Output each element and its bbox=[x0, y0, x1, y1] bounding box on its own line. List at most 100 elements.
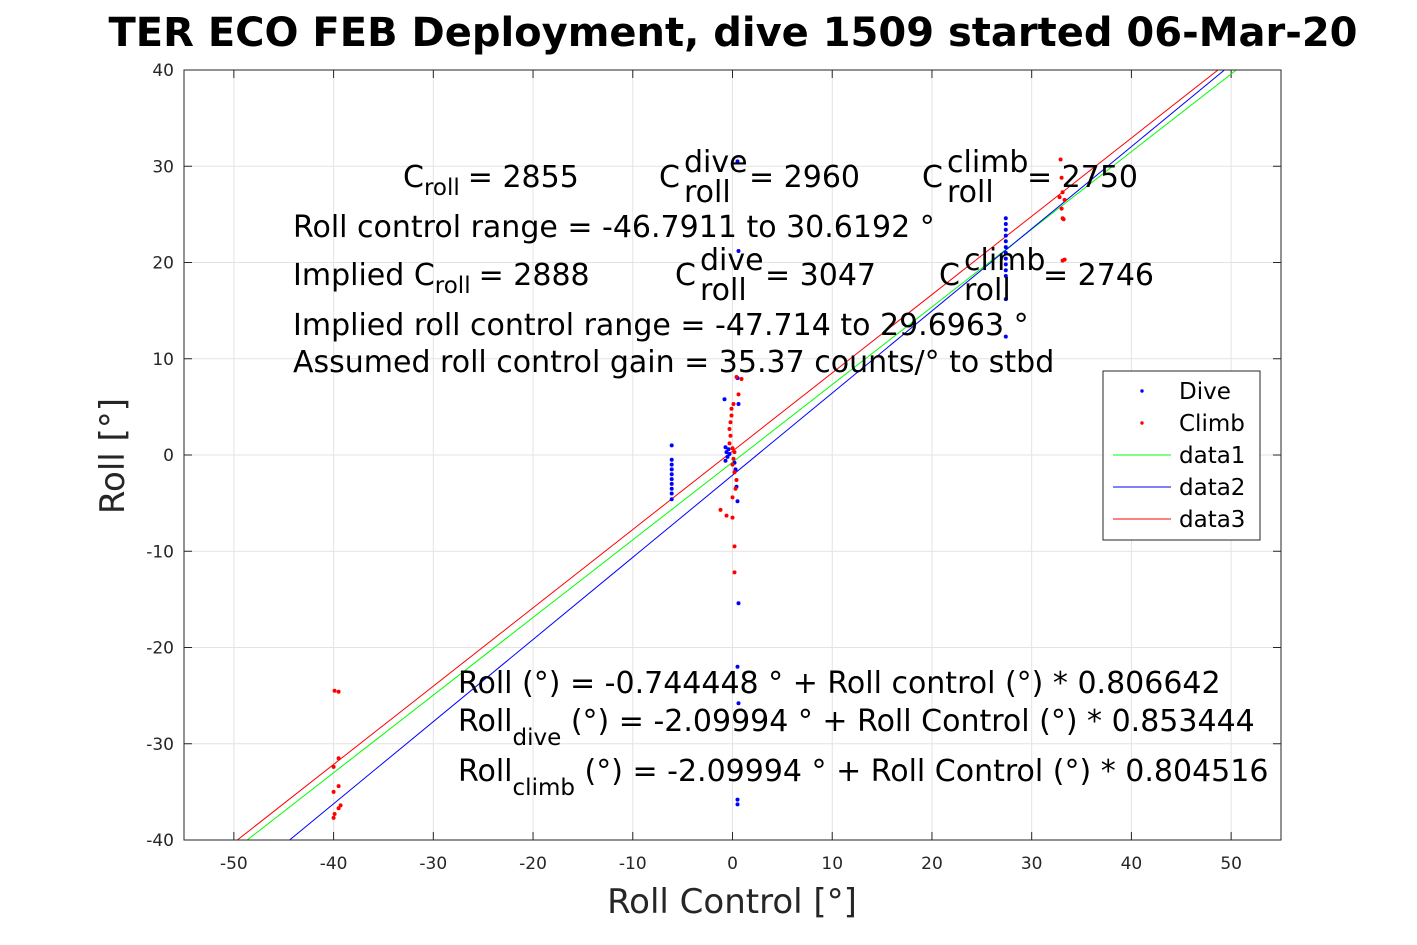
point-climb bbox=[732, 544, 737, 549]
fit-equation-climb-rest: (°) = -2.09994 ° + Roll Control (°) * 0.… bbox=[575, 754, 1268, 789]
point-climb bbox=[1060, 190, 1065, 195]
x-tick-label: -40 bbox=[320, 854, 348, 874]
implied-label: Implied C bbox=[293, 258, 435, 293]
fit-equation-dive: Rolldive (°) = -2.09994 ° + Roll Control… bbox=[458, 704, 1255, 751]
axes-frame bbox=[183, 69, 1282, 841]
point-dive bbox=[736, 601, 741, 606]
roll-subscript: roll bbox=[435, 273, 471, 299]
point-dive bbox=[736, 249, 741, 253]
y-tick-label: 10 bbox=[152, 350, 174, 370]
point-dive bbox=[669, 491, 674, 496]
x-tick-label: 40 bbox=[1121, 854, 1143, 874]
c-letter: C bbox=[922, 160, 943, 195]
fit-equation-dive-rest: (°) = -2.09994 ° + Roll Control (°) * 0.… bbox=[561, 704, 1254, 739]
legend: Dive Climb data1 data2 data3 bbox=[1102, 370, 1261, 541]
point-dive bbox=[669, 497, 674, 502]
roll-subscript: roll bbox=[684, 175, 731, 210]
fit-line-data3 bbox=[236, 70, 1219, 840]
point-climb bbox=[331, 789, 336, 794]
legend-marker-dive bbox=[1140, 389, 1144, 393]
point-dive bbox=[1003, 216, 1008, 221]
point-dive bbox=[725, 454, 730, 459]
point-climb bbox=[731, 402, 736, 406]
legend-marker-climb bbox=[1140, 421, 1144, 425]
x-tick-label: 30 bbox=[1021, 854, 1043, 874]
implied-c-dive-annotation: C bbox=[675, 258, 696, 293]
roll-subscript: roll bbox=[424, 175, 460, 201]
point-dive bbox=[727, 452, 732, 456]
point-dive bbox=[735, 802, 740, 807]
roll-subscript: roll bbox=[700, 273, 747, 308]
fit-lines bbox=[236, 70, 1238, 840]
point-climb bbox=[718, 507, 723, 512]
climb-superscript: climb bbox=[964, 243, 1045, 278]
point-dive bbox=[1003, 222, 1008, 226]
c-roll-climb-value: = 2750 bbox=[1027, 160, 1138, 195]
point-dive bbox=[669, 472, 674, 477]
point-climb bbox=[336, 784, 341, 789]
point-climb bbox=[336, 756, 341, 761]
c-roll-value: = 2855 bbox=[468, 160, 579, 195]
point-dive bbox=[736, 402, 741, 406]
point-climb bbox=[331, 764, 336, 769]
c-roll-dive-value: = 2960 bbox=[749, 160, 860, 195]
data-points bbox=[331, 157, 1067, 820]
point-dive bbox=[1003, 239, 1008, 244]
point-climb bbox=[724, 513, 729, 518]
point-climb bbox=[1058, 157, 1063, 162]
point-dive bbox=[669, 477, 674, 482]
y-tick-label: -40 bbox=[146, 831, 174, 851]
point-dive bbox=[1003, 250, 1008, 255]
implied-c-climb-value: = 2746 bbox=[1043, 258, 1154, 293]
fit-line-data2 bbox=[288, 70, 1226, 840]
point-dive bbox=[1003, 334, 1008, 339]
point-climb bbox=[732, 470, 737, 475]
fit-equations-bottom: Roll (°) = -0.744448 ° + Roll control (°… bbox=[458, 666, 1268, 801]
point-climb bbox=[1059, 206, 1064, 211]
point-climb bbox=[730, 462, 735, 467]
y-tick-label: -10 bbox=[146, 542, 174, 562]
point-climb bbox=[730, 446, 735, 451]
c-letter: C bbox=[659, 160, 680, 195]
point-dive bbox=[669, 443, 674, 448]
x-tick-label: -20 bbox=[519, 854, 547, 874]
implied-c-roll-value: = 2888 bbox=[479, 258, 590, 293]
implied-roll-control-range: Implied roll control range = -47.714 to … bbox=[293, 308, 1029, 343]
point-climb bbox=[332, 688, 337, 693]
fit-equation-all: Roll (°) = -0.744448 ° + Roll control (°… bbox=[458, 666, 1221, 701]
roll-word: Roll bbox=[458, 754, 513, 789]
c-letter: C bbox=[939, 258, 960, 293]
point-climb bbox=[336, 689, 341, 694]
point-dive bbox=[723, 458, 728, 463]
x-tick-label: 0 bbox=[727, 854, 738, 874]
c-roll-climb-annotation: C bbox=[922, 160, 943, 195]
point-climb bbox=[727, 441, 732, 446]
dive-superscript: dive bbox=[684, 145, 748, 180]
point-dive bbox=[669, 457, 674, 462]
legend-label-data1: data1 bbox=[1179, 443, 1245, 469]
roll-subscript: roll bbox=[964, 273, 1011, 308]
y-tick-label: 20 bbox=[152, 254, 174, 274]
legend-label-data3: data3 bbox=[1179, 507, 1245, 533]
implied-c-roll-annotation: Implied Croll = 2888 bbox=[293, 258, 590, 299]
y-tick-label: 0 bbox=[163, 446, 174, 466]
c-roll-annotation: Croll = 2855 bbox=[403, 160, 579, 201]
x-axis-label: Roll Control [°] bbox=[607, 882, 857, 922]
implied-c-climb-annotation: C bbox=[939, 258, 960, 293]
point-dive bbox=[1003, 268, 1008, 273]
point-climb bbox=[1057, 195, 1062, 200]
point-climb bbox=[733, 486, 738, 491]
point-dive bbox=[722, 397, 727, 402]
point-dive bbox=[1003, 233, 1008, 238]
roll-control-range: Roll control range = -46.7911 to 30.6192… bbox=[293, 210, 935, 245]
legend-label-climb: Climb bbox=[1179, 411, 1245, 437]
point-climb bbox=[739, 377, 744, 381]
legend-label-data2: data2 bbox=[1179, 475, 1245, 501]
x-tick-label: -30 bbox=[419, 854, 447, 874]
legend-label-dive: Dive bbox=[1179, 379, 1231, 405]
roll-word: Roll bbox=[458, 704, 513, 739]
point-climb bbox=[338, 803, 343, 808]
point-climb bbox=[729, 406, 734, 411]
chart-title: TER ECO FEB Deployment, dive 1509 starte… bbox=[108, 10, 1357, 56]
c-letter: C bbox=[403, 160, 424, 195]
